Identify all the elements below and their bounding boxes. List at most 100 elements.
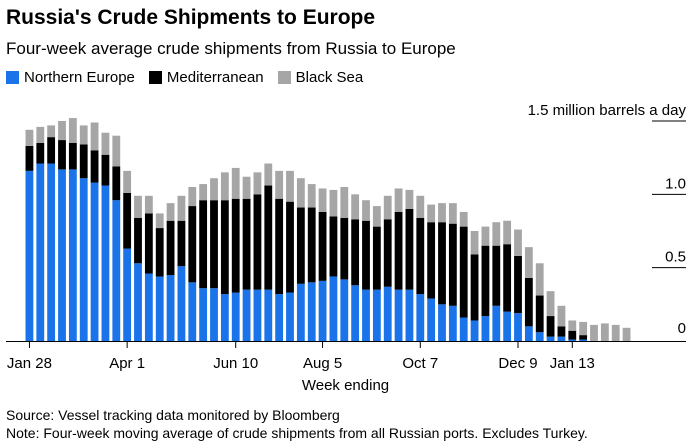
bar-mediterranean — [427, 222, 436, 299]
bar-black-sea — [90, 122, 99, 151]
bar-mediterranean — [188, 206, 197, 283]
bar-northern-europe — [568, 339, 577, 341]
bar-mediterranean — [101, 154, 110, 186]
bar-black-sea — [242, 176, 251, 199]
legend-swatch-mediterranean — [148, 71, 162, 84]
bar-black-sea — [405, 189, 414, 209]
bar-black-sea — [535, 263, 544, 296]
bar-black-sea — [155, 213, 164, 229]
bar-mediterranean — [416, 217, 425, 295]
bar-northern-europe — [503, 311, 512, 341]
legend-label-black-sea: Black Sea — [295, 69, 364, 86]
bar-mediterranean — [166, 220, 175, 275]
bar-black-sea — [58, 121, 66, 141]
bar-mediterranean — [394, 211, 403, 290]
bar-northern-europe — [535, 332, 544, 341]
bar-northern-europe — [134, 263, 142, 341]
bar-mediterranean — [253, 194, 262, 290]
bar-black-sea — [188, 187, 197, 207]
bar-mediterranean — [79, 144, 88, 179]
bar-northern-europe — [231, 292, 240, 341]
bar-northern-europe — [210, 288, 218, 341]
bar-northern-europe — [492, 305, 501, 341]
bar-northern-europe — [58, 169, 66, 341]
bar-mediterranean — [546, 316, 555, 337]
bar-black-sea — [112, 135, 121, 167]
bar-mediterranean — [286, 201, 294, 293]
bar-black-sea — [264, 163, 273, 186]
bar-northern-europe — [177, 266, 186, 341]
bar-black-sea — [199, 184, 208, 201]
bar-mediterranean — [144, 213, 153, 274]
bar-black-sea — [253, 172, 262, 195]
bar-northern-europe — [557, 336, 566, 341]
bar-black-sea — [68, 118, 77, 143]
legend-item-northern-europe: Northern Europe — [6, 69, 135, 86]
x-tick-label: Jun 10 — [213, 355, 258, 372]
bar-black-sea — [296, 178, 305, 208]
bar-northern-europe — [275, 294, 284, 341]
bar-mediterranean — [557, 326, 566, 337]
x-tick-label: Apr 1 — [109, 355, 145, 372]
bar-mediterranean — [405, 209, 414, 290]
bar-northern-europe — [166, 275, 175, 341]
bar-northern-europe — [47, 163, 56, 341]
bar-mediterranean — [448, 223, 457, 306]
bar-northern-europe — [329, 276, 338, 341]
bar-mediterranean — [524, 277, 533, 327]
footnote: Note: Four-week moving average of crude … — [6, 425, 588, 441]
bar-northern-europe — [25, 170, 34, 341]
bar-northern-europe — [438, 304, 446, 341]
bar-northern-europe — [405, 289, 414, 341]
y-tick-label: 1.5 million barrels a day — [528, 102, 687, 119]
x-tick-label: Aug 5 — [303, 355, 342, 372]
bar-black-sea — [36, 126, 45, 143]
bar-mediterranean — [438, 222, 446, 305]
bar-northern-europe — [68, 169, 77, 341]
bar-mediterranean — [329, 216, 338, 277]
bar-mediterranean — [134, 217, 142, 264]
bar-northern-europe — [112, 200, 121, 341]
bar-mediterranean — [68, 143, 77, 170]
bar-northern-europe — [481, 316, 490, 341]
bar-black-sea — [579, 321, 588, 336]
bar-northern-europe — [199, 288, 208, 341]
bar-mediterranean — [199, 200, 208, 289]
bar-mediterranean — [318, 211, 327, 281]
bar-black-sea — [275, 170, 284, 199]
bar-northern-europe — [101, 185, 110, 341]
bar-northern-europe — [416, 294, 425, 341]
bar-black-sea — [611, 324, 620, 341]
bar-black-sea — [362, 200, 370, 221]
bar-mediterranean — [25, 145, 34, 171]
bar-northern-europe — [372, 289, 381, 341]
bar-mediterranean — [362, 220, 370, 290]
bar-mediterranean — [579, 335, 588, 340]
bar-northern-europe — [286, 292, 294, 341]
bar-black-sea — [546, 291, 555, 317]
bar-black-sea — [492, 222, 501, 246]
bar-black-sea — [101, 132, 110, 155]
bar-mediterranean — [264, 185, 273, 290]
bar-black-sea — [220, 172, 229, 201]
bar-black-sea — [524, 247, 533, 278]
chart-subtitle: Four-week average crude shipments from R… — [6, 39, 456, 58]
bar-black-sea — [329, 189, 338, 217]
bar-mediterranean — [123, 192, 132, 249]
bar-black-sea — [622, 327, 631, 341]
bar-northern-europe — [318, 280, 327, 341]
bar-mediterranean — [372, 226, 381, 290]
bar-northern-europe — [351, 285, 360, 341]
bar-black-sea — [438, 203, 446, 223]
bar-black-sea — [79, 125, 88, 145]
bar-northern-europe — [188, 282, 197, 341]
bar-mediterranean — [58, 140, 66, 170]
bar-mediterranean — [514, 255, 522, 314]
legend-label-northern-europe: Northern Europe — [24, 69, 135, 86]
bar-black-sea — [177, 195, 186, 221]
bar-black-sea — [427, 204, 436, 223]
bar-northern-europe — [514, 313, 522, 341]
bar-northern-europe — [220, 294, 229, 341]
x-tick-label: Dec 9 — [498, 355, 537, 372]
legend-label-mediterranean: Mediterranean — [166, 69, 264, 86]
